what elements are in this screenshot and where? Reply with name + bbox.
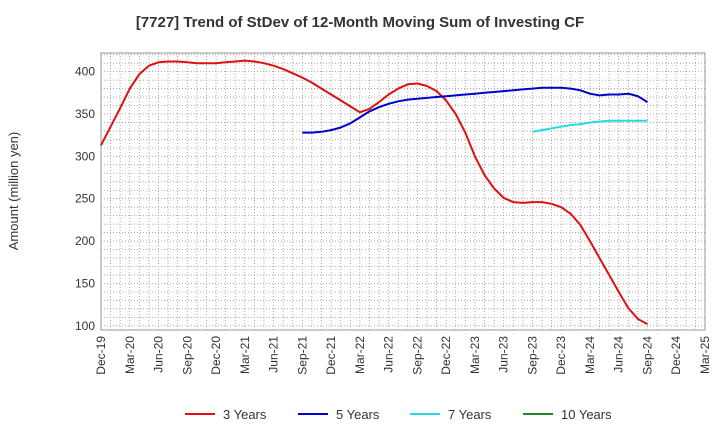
x-tick-label: Dec-21 xyxy=(324,336,338,375)
y-tick-label: 400 xyxy=(75,65,95,79)
plot-area xyxy=(100,52,706,331)
y-tick-label: 300 xyxy=(75,149,95,163)
grid-lines xyxy=(101,53,705,330)
x-tick-label: Mar-25 xyxy=(698,336,712,374)
x-axis-ticks: Dec-19 Mar-20 Jun-20 Sep-20 Dec-20 Mar-21 Jun-… xyxy=(94,336,712,375)
x-tick-label: Sep-23 xyxy=(525,336,539,375)
x-tick-label: Mar-22 xyxy=(353,336,367,374)
legend-label: 3 Years xyxy=(223,407,267,422)
y-tick-label: 100 xyxy=(75,319,95,333)
series-lines xyxy=(100,59,649,325)
x-tick-label: Mar-23 xyxy=(468,336,482,374)
x-tick-label: Sep-22 xyxy=(410,336,424,375)
x-tick-label: Mar-20 xyxy=(123,336,137,374)
x-tick-label: Jun-22 xyxy=(382,336,396,373)
legend-label: 10 Years xyxy=(561,407,612,422)
legend-label: 7 Years xyxy=(448,407,492,422)
x-tick-label: Dec-23 xyxy=(554,336,568,375)
series-line-5-years xyxy=(302,86,649,134)
x-tick-label: Dec-22 xyxy=(439,336,453,375)
series-line-3-years xyxy=(100,59,648,325)
x-tick-label: Jun-20 xyxy=(152,336,166,373)
x-tick-label: Sep-20 xyxy=(180,336,194,375)
x-tick-label: Dec-20 xyxy=(209,336,223,375)
y-axis-ticks: 100 150 200 250 300 350 400 xyxy=(75,65,95,333)
x-tick-label: Jun-24 xyxy=(612,336,626,373)
chart-title: [7727] Trend of StDev of 12-Month Moving… xyxy=(135,14,585,31)
x-tick-label: Mar-24 xyxy=(583,336,597,374)
series-line-7-years xyxy=(532,119,648,133)
x-tick-label: Sep-24 xyxy=(640,336,654,375)
x-tick-label: Dec-19 xyxy=(94,336,108,375)
y-axis-title: Amount (million yen) xyxy=(6,132,21,251)
x-tick-label: Mar-21 xyxy=(238,336,252,374)
y-tick-label: 200 xyxy=(75,234,95,248)
y-tick-label: 350 xyxy=(75,107,95,121)
x-tick-label: Jun-21 xyxy=(267,336,281,373)
x-tick-label: Jun-23 xyxy=(497,336,511,373)
x-tick-label: Dec-24 xyxy=(669,336,683,375)
x-tick-label: Sep-21 xyxy=(295,336,309,375)
legend: 3 Years 5 Years 7 Years 10 Years xyxy=(185,407,612,422)
y-tick-label: 250 xyxy=(75,192,95,206)
legend-label: 5 Years xyxy=(336,407,380,422)
y-tick-label: 150 xyxy=(75,276,95,290)
